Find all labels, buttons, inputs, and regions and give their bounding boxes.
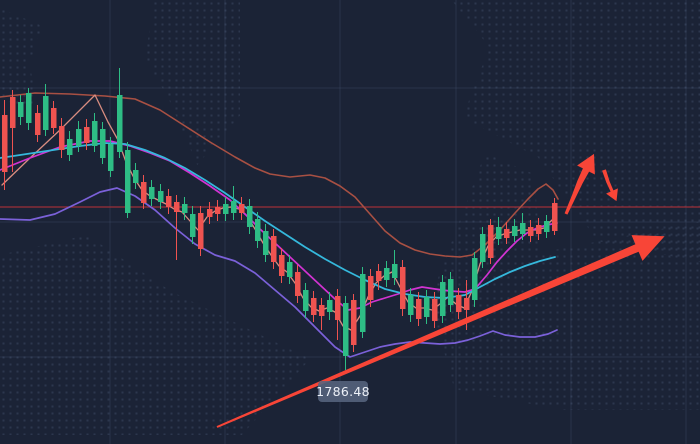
candle-body [149,187,155,199]
candle-body [335,296,341,320]
candle-body [108,144,114,171]
candle-body [376,271,382,281]
candle-body [125,150,131,213]
candle-body [544,221,550,232]
trend-arrow-pullback [602,169,618,202]
candle-body [43,96,49,130]
candle-body [92,121,98,146]
candle-body [424,297,430,317]
candle-body [158,191,164,202]
candle-body [464,298,470,310]
candle-body [303,290,309,311]
candle-body [141,182,147,203]
candle-body [448,279,454,305]
candle-body [190,214,196,237]
candle-body [295,272,301,296]
candle-body [166,196,172,207]
candle-body [2,115,8,172]
candle-body [51,108,57,128]
candle-body [279,255,285,276]
candle-body [343,303,349,356]
candle-body [271,236,277,262]
candle-body [456,295,462,312]
trend-arrow-up-breakout [564,153,595,215]
candle-body [198,213,204,249]
candle-body [263,231,269,255]
candle-body [18,102,24,117]
candle-body [488,225,494,258]
candle-body [480,234,486,262]
candle-body [319,305,325,316]
upper-band-line [0,92,559,258]
price-low-label: 1786.48 [316,381,370,402]
candle-body [76,129,82,146]
candle-body [552,203,558,231]
candle-body [215,207,221,214]
candle-body [351,300,357,345]
candle-body [255,219,261,241]
lower-band-line [0,187,558,358]
candle-body [440,282,446,316]
candle-body [536,225,542,234]
candle-body [408,295,414,315]
candle-body [207,209,213,217]
candle-body [496,227,502,239]
candle-body [35,113,41,135]
candle-body [59,126,65,150]
cyan-ma-line [0,142,556,299]
candle-body [360,274,366,332]
candle-body [287,262,293,277]
candle-body [231,201,237,213]
candle-body [100,129,106,158]
trend-arrow-up-major [216,235,665,428]
candle-body [10,97,16,128]
candle-body [400,267,406,309]
candle-body [432,299,438,321]
candle-body [26,93,32,123]
candle-body [472,258,478,300]
candle-body [504,229,510,238]
candle-body [528,227,534,236]
candle-body [520,223,526,234]
candle-body [327,300,333,312]
candle-body [416,299,422,319]
candle-body [247,206,253,227]
candle-body [133,170,139,183]
candle-body [84,127,90,143]
candle-body [384,268,390,280]
candle-body [392,264,398,278]
candle-body [67,139,73,155]
candle-body [239,204,245,213]
candle-body [117,95,123,152]
candles [2,68,558,370]
candle-body [182,204,188,213]
candle-body [174,202,180,212]
candle-body [512,226,518,236]
candle-body [311,298,317,315]
candle-body [368,276,374,300]
candle-body [223,204,229,214]
